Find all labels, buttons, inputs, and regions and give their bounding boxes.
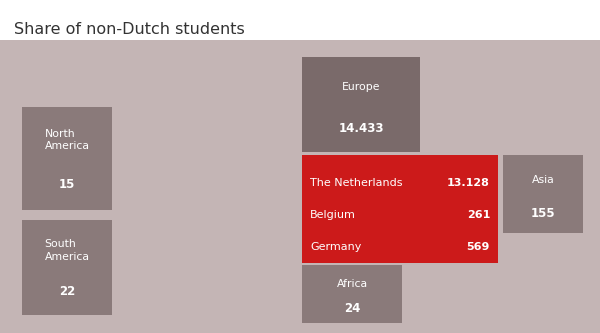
Text: Europe: Europe	[342, 82, 380, 92]
Text: Belgium: Belgium	[310, 210, 356, 220]
Text: 22: 22	[59, 285, 75, 298]
Text: Germany: Germany	[310, 242, 361, 252]
Text: 24: 24	[344, 302, 360, 315]
Bar	[302, 155, 498, 263]
Text: 569: 569	[467, 242, 490, 252]
Bar	[302, 265, 402, 323]
Text: The Netherlands: The Netherlands	[310, 178, 403, 188]
Text: 13.128: 13.128	[447, 178, 490, 188]
Bar	[22, 220, 112, 315]
Bar	[503, 155, 583, 233]
Text: 261: 261	[467, 210, 490, 220]
Text: 15: 15	[59, 178, 75, 191]
Text: 14.433: 14.433	[338, 122, 384, 135]
Text: Asia: Asia	[532, 175, 554, 185]
Text: North
America: North America	[44, 129, 89, 151]
Bar	[0, 40, 600, 333]
Bar	[22, 107, 112, 210]
Bar	[302, 57, 420, 152]
Text: 155: 155	[530, 207, 556, 220]
Text: Africa: Africa	[337, 279, 368, 289]
Text: Share of non-Dutch students: Share of non-Dutch students	[14, 22, 245, 37]
Text: South
America: South America	[44, 239, 89, 262]
